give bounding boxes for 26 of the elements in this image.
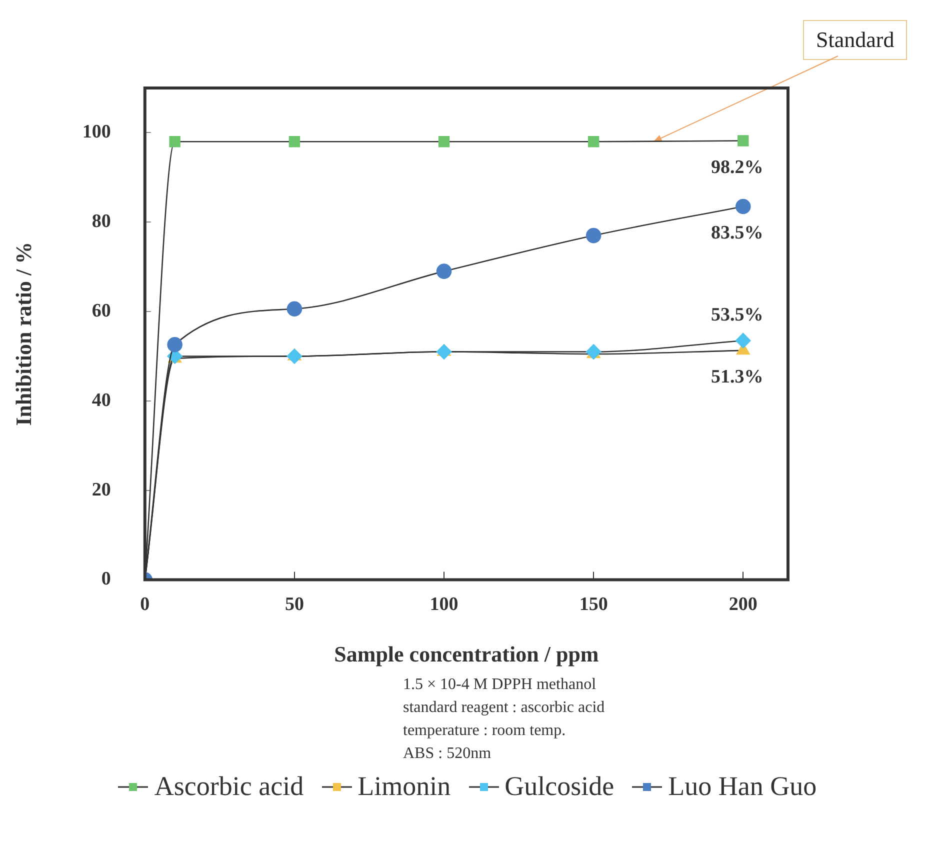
annotation: Standard bbox=[803, 20, 908, 60]
x-tick-label: 100 bbox=[430, 594, 458, 616]
y-tick-label: 20 bbox=[92, 479, 111, 500]
data-label: 53.5% bbox=[711, 304, 764, 326]
data-label: 98.2% bbox=[711, 156, 764, 178]
legend-label: Gulcoside bbox=[504, 771, 614, 802]
legend-label: Limonin bbox=[358, 771, 451, 802]
data-label: 51.3% bbox=[711, 366, 764, 388]
data-label: 83.5% bbox=[711, 222, 764, 244]
x-tick-label: 0 bbox=[140, 594, 150, 616]
text: 1.5 × 10-4 M DPPH methanol bbox=[403, 675, 598, 695]
text: ABS : 520nm bbox=[403, 744, 492, 764]
x-tick-label: 200 bbox=[728, 594, 758, 616]
legend-label: Luo Han Guo bbox=[668, 771, 817, 802]
y-tick-label: 40 bbox=[92, 390, 111, 411]
legend-label: Ascorbic acid bbox=[154, 771, 304, 802]
y-tick-label: 60 bbox=[92, 300, 111, 322]
y-tick-label: 100 bbox=[82, 122, 111, 143]
x-tick-label: 50 bbox=[284, 594, 304, 616]
text: standard reagent : ascorbic acid bbox=[403, 698, 606, 718]
y-axis-title: Inhibition ratio / % bbox=[10, 242, 36, 426]
x-tick-label: 150 bbox=[579, 594, 608, 616]
y-tick-label: 80 bbox=[92, 211, 111, 232]
text: temperature : room temp. bbox=[403, 721, 567, 741]
x-axis-title: Sample concentration / ppm bbox=[334, 641, 599, 666]
y-tick-label: 0 bbox=[101, 568, 111, 590]
